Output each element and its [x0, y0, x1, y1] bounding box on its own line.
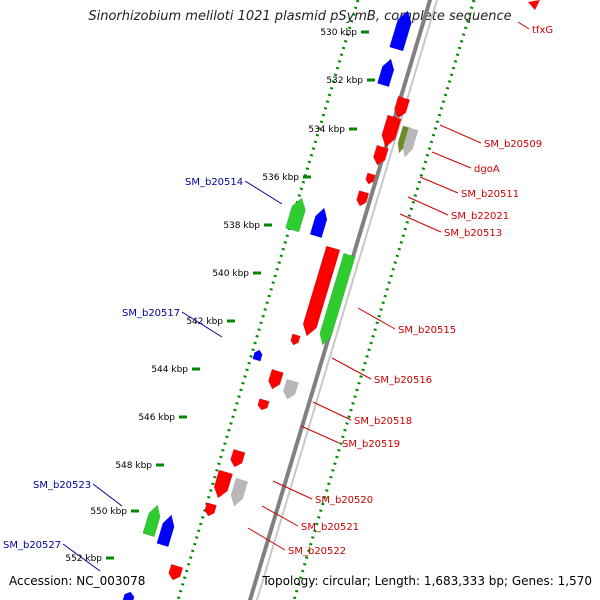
scale-label: 542 kbp [186, 317, 223, 327]
gene-arrow[interactable] [389, 10, 412, 52]
scale-label: 550 kbp [90, 507, 127, 517]
gene-arrow[interactable] [381, 114, 402, 148]
label-leader-line [247, 527, 286, 551]
gene-arrow[interactable] [356, 190, 370, 207]
gene-label[interactable]: SM_b20522 [288, 546, 346, 557]
gene-arrow[interactable] [290, 333, 301, 346]
backbone-shadow [255, 0, 439, 600]
gene-arrow[interactable] [285, 197, 306, 233]
gene-arrow[interactable] [394, 95, 411, 119]
gene-label[interactable]: SM_b22021 [451, 211, 509, 222]
gene-arrow[interactable] [142, 504, 161, 538]
gene-label[interactable]: dgoA [474, 164, 500, 175]
label-leader-line [244, 180, 283, 205]
gene-arrow[interactable] [213, 469, 233, 499]
gene-arrow[interactable] [309, 207, 328, 239]
scale-label: 546 kbp [138, 413, 175, 423]
gene-label[interactable]: SM_b20509 [484, 139, 542, 150]
scale-label: 532 kbp [326, 76, 363, 86]
label-leader-line [62, 543, 101, 572]
scale-label: 536 kbp [262, 173, 299, 183]
label-leader-line [181, 311, 223, 338]
gene-arrow[interactable] [204, 502, 217, 517]
gene-arrow[interactable] [377, 58, 395, 88]
gene-arrow[interactable] [252, 349, 263, 362]
label-leader-line [431, 151, 472, 169]
gene-arrow[interactable] [365, 172, 376, 185]
gene-arrow[interactable] [319, 252, 356, 346]
gene-label[interactable]: SM_b20519 [342, 439, 400, 450]
label-leader-line [272, 480, 313, 500]
gene-label[interactable]: SM_b20523 [33, 480, 91, 491]
gene-arrow[interactable] [268, 368, 284, 390]
gene-label[interactable]: SM_b20517 [122, 308, 180, 319]
gene-label[interactable]: SM_b20516 [374, 375, 432, 386]
gene-arrow[interactable] [230, 477, 248, 507]
scale-label: 540 kbp [212, 269, 249, 279]
gene-label[interactable]: SM_b20521 [301, 522, 359, 533]
gene-label[interactable]: SM_b20515 [398, 325, 456, 336]
gene-label[interactable]: SM_b20513 [444, 228, 502, 239]
label-leader-line [300, 425, 340, 444]
label-leader-line [92, 483, 123, 507]
gene-label[interactable]: SM_b20511 [461, 189, 519, 200]
gene-arrow[interactable] [156, 514, 175, 548]
label-leader-line [331, 357, 372, 380]
gene-arrow[interactable] [122, 591, 135, 600]
label-leader-line [439, 124, 482, 144]
label-leader-line [517, 21, 530, 30]
label-leader-line [312, 401, 352, 421]
label-leader-line [261, 505, 299, 527]
gene-label[interactable]: tfxG [532, 25, 553, 36]
gene-arrow[interactable] [528, 0, 540, 10]
label-leader-line [407, 196, 449, 216]
gene-label[interactable]: SM_b20520 [315, 495, 373, 506]
accession-text: Accession: NC_003078 [9, 574, 146, 588]
scale-label: 544 kbp [151, 365, 188, 375]
gene-arrow[interactable] [302, 245, 341, 337]
gene-arrow[interactable] [402, 127, 419, 158]
gene-arrow[interactable] [230, 448, 246, 468]
gene-arrow[interactable] [168, 563, 184, 581]
topology-text: Topology: circular; Length: 1,683,333 bp… [262, 574, 592, 588]
scale-label: 548 kbp [115, 461, 152, 471]
gene-label[interactable]: SM_b20518 [354, 416, 412, 427]
scale-label: 534 kbp [308, 125, 345, 135]
gene-arrow[interactable] [283, 378, 299, 400]
gene-arrow[interactable] [373, 144, 389, 166]
scale-label: 538 kbp [223, 221, 260, 231]
label-leader-line [357, 307, 396, 330]
label-leader-line [399, 213, 442, 233]
scale-label: 530 kbp [320, 28, 357, 38]
gene-arrow[interactable] [257, 398, 270, 411]
label-leader-line [419, 176, 459, 194]
gene-label[interactable]: SM_b20527 [3, 540, 61, 551]
gene-label[interactable]: SM_b20514 [185, 177, 243, 188]
